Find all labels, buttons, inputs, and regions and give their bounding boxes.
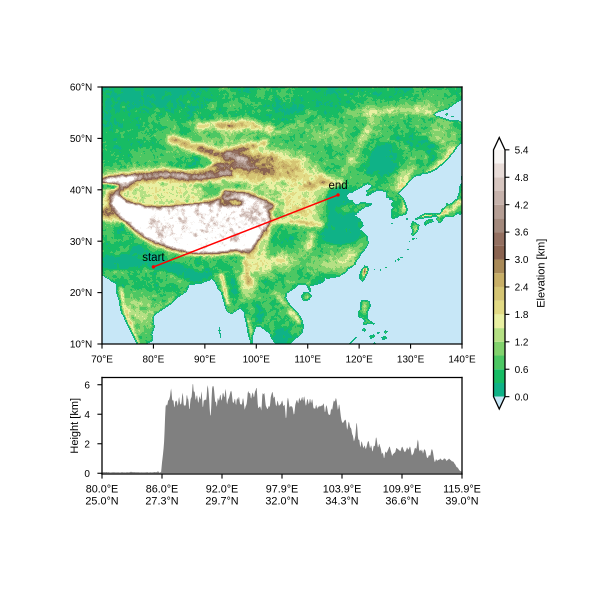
- svg-text:end: end: [328, 180, 347, 192]
- svg-text:0: 0: [84, 469, 90, 480]
- svg-text:130°E: 130°E: [397, 354, 425, 365]
- svg-text:27.3°N: 27.3°N: [145, 495, 178, 507]
- svg-text:50°N: 50°N: [70, 134, 92, 145]
- svg-text:110°E: 110°E: [294, 354, 321, 365]
- svg-text:80.0°E: 80.0°E: [86, 484, 119, 496]
- svg-text:4.8: 4.8: [515, 173, 529, 184]
- svg-text:115.9°E: 115.9°E: [443, 484, 481, 496]
- svg-text:3.0: 3.0: [515, 255, 529, 266]
- svg-text:0.0: 0.0: [515, 392, 529, 403]
- svg-text:140°E: 140°E: [448, 354, 476, 365]
- svg-text:39.0°N: 39.0°N: [445, 495, 478, 507]
- svg-text:90°E: 90°E: [194, 354, 216, 365]
- svg-text:103.9°E: 103.9°E: [323, 484, 362, 496]
- svg-text:30°N: 30°N: [70, 237, 92, 248]
- svg-text:25.0°N: 25.0°N: [85, 495, 118, 507]
- svg-text:4.2: 4.2: [515, 200, 529, 211]
- svg-text:4: 4: [84, 410, 90, 421]
- svg-text:120°E: 120°E: [345, 354, 373, 365]
- svg-text:92.0°E: 92.0°E: [206, 484, 239, 496]
- svg-text:2: 2: [84, 439, 90, 450]
- svg-text:20°N: 20°N: [70, 288, 92, 299]
- svg-text:2.4: 2.4: [515, 283, 529, 294]
- svg-text:32.0°N: 32.0°N: [265, 495, 298, 507]
- svg-text:Height [km]: Height [km]: [69, 398, 81, 454]
- svg-text:6: 6: [84, 380, 90, 391]
- svg-text:100°E: 100°E: [243, 354, 271, 365]
- svg-text:1.8: 1.8: [515, 310, 529, 321]
- svg-text:109.9°E: 109.9°E: [383, 484, 422, 496]
- svg-text:start: start: [142, 252, 165, 264]
- svg-text:1.2: 1.2: [515, 337, 529, 348]
- svg-text:3.6: 3.6: [515, 228, 529, 239]
- svg-text:29.7°N: 29.7°N: [205, 495, 238, 507]
- svg-text:36.6°N: 36.6°N: [385, 495, 418, 507]
- svg-text:60°N: 60°N: [70, 83, 92, 94]
- svg-text:0.6: 0.6: [515, 365, 529, 376]
- svg-text:40°N: 40°N: [70, 185, 92, 196]
- svg-text:Elevation [km]: Elevation [km]: [535, 239, 547, 308]
- svg-text:10°N: 10°N: [70, 340, 92, 351]
- svg-text:86.0°E: 86.0°E: [146, 484, 179, 496]
- svg-text:80°E: 80°E: [143, 354, 165, 365]
- svg-text:5.4: 5.4: [515, 145, 529, 156]
- svg-text:70°E: 70°E: [91, 354, 113, 365]
- svg-text:34.3°N: 34.3°N: [325, 495, 358, 507]
- svg-text:97.9°E: 97.9°E: [266, 484, 299, 496]
